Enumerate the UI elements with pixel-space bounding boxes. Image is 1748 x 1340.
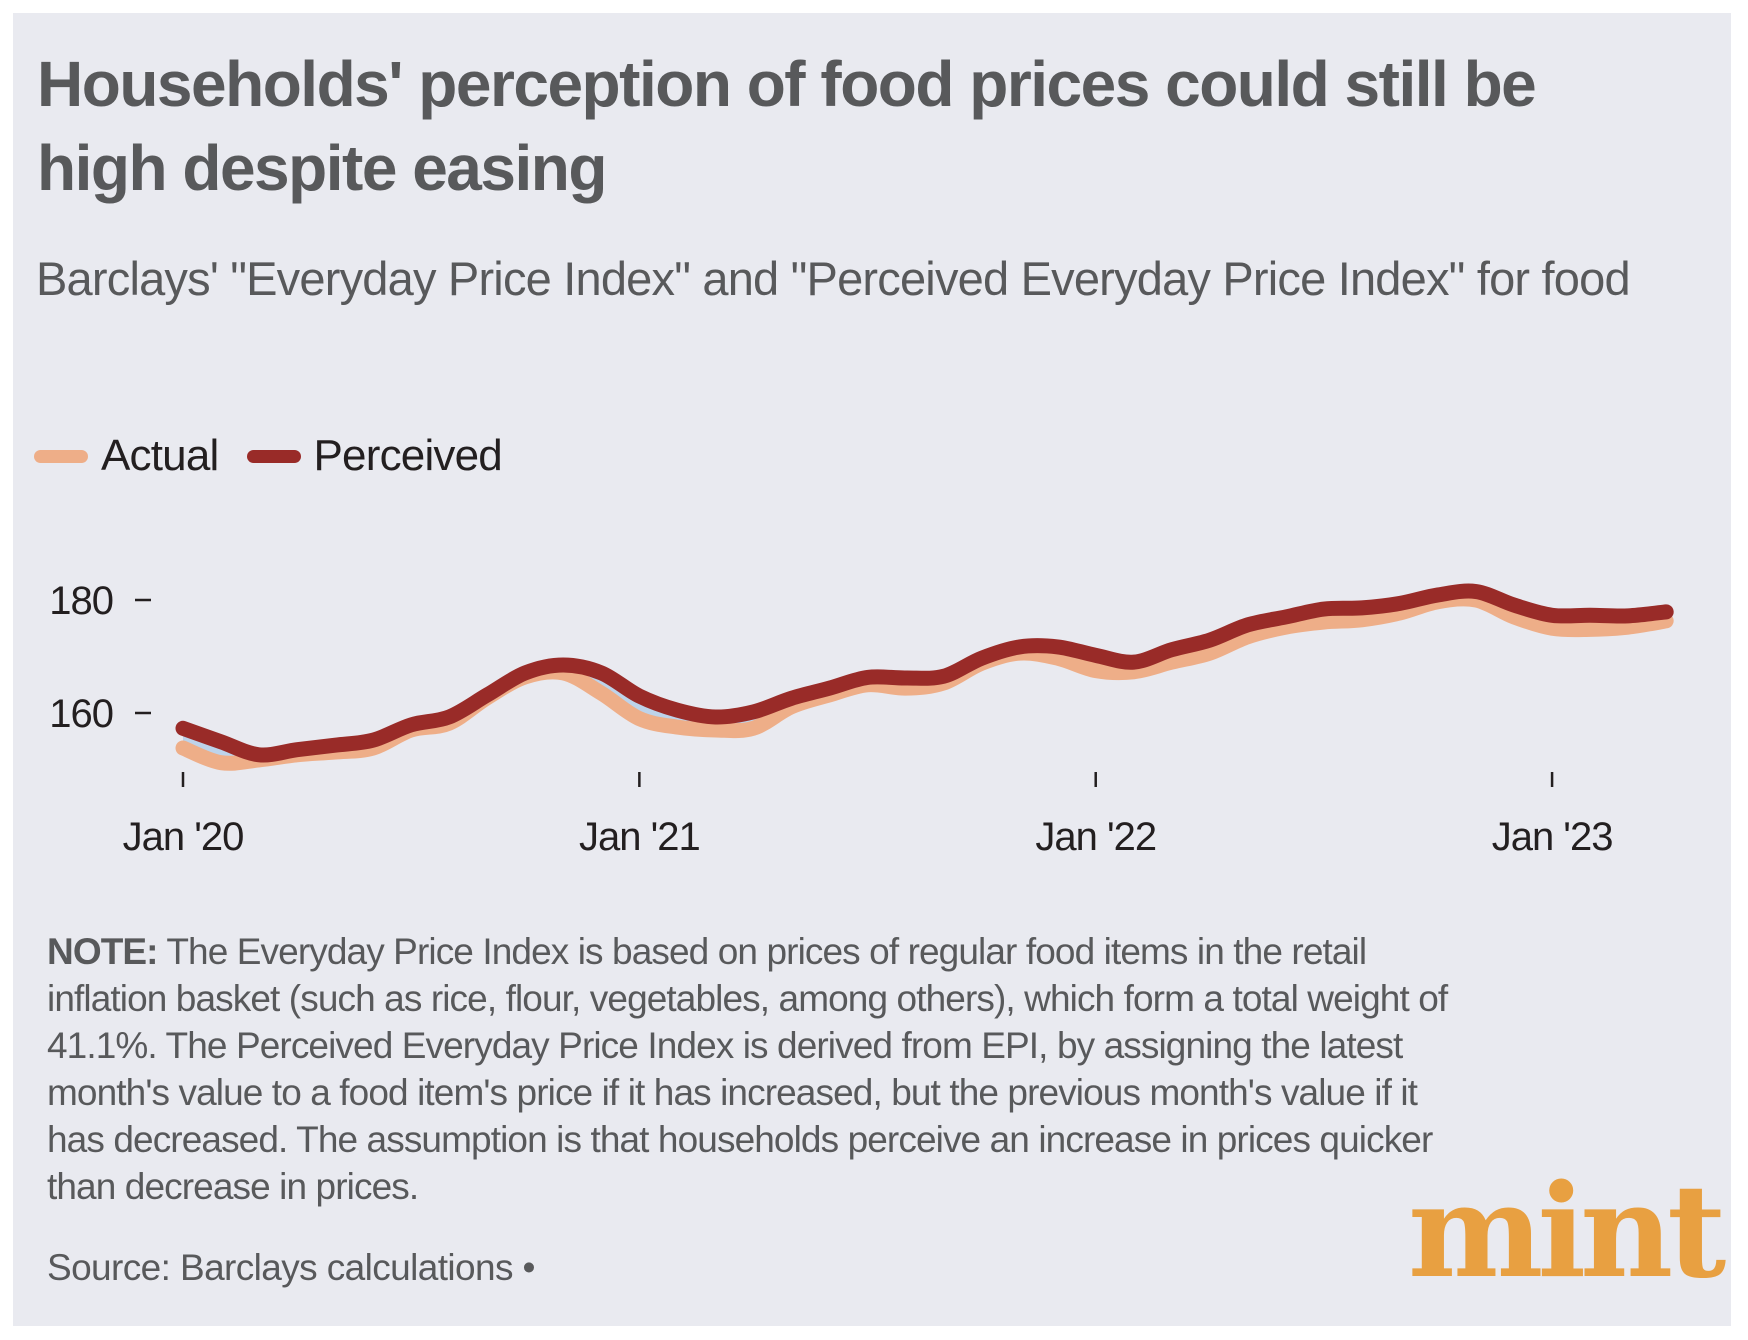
x-tick-label: Jan '23 bbox=[1492, 815, 1613, 859]
series-line-perceived bbox=[175, 583, 1674, 763]
legend-label-perceived: Perceived bbox=[313, 431, 503, 480]
x-tick-label: Jan '20 bbox=[123, 815, 244, 859]
legend: Actual Perceived bbox=[34, 428, 530, 484]
legend-item-actual: Actual bbox=[34, 431, 219, 481]
chart-subtitle: Barclays' "Everyday Price Index" and "Pe… bbox=[36, 252, 1631, 305]
source-credit: Source: Barclays calculations • bbox=[47, 1247, 536, 1288]
chart-panel bbox=[13, 13, 1731, 1326]
legend-swatch-actual bbox=[34, 449, 88, 463]
note-text: The Everyday Price Index is based on pri… bbox=[47, 931, 1448, 1207]
y-axis: 160 180 bbox=[49, 579, 151, 736]
y-tick-label: 160 bbox=[49, 692, 113, 736]
chart-title: Households' perception of food prices co… bbox=[37, 48, 1537, 204]
series-layer bbox=[175, 583, 1674, 771]
line-chart: 160 180 Jan '20 Jan '21 Jan '22 Jan '23 bbox=[49, 579, 1674, 859]
x-tick-label: Jan '22 bbox=[1035, 815, 1156, 859]
legend-item-perceived: Perceived bbox=[246, 431, 503, 481]
legend-swatch-perceived bbox=[246, 449, 301, 463]
y-tick-label: 180 bbox=[49, 579, 113, 623]
legend-label-actual: Actual bbox=[101, 431, 219, 480]
note-label: NOTE: bbox=[47, 931, 159, 972]
mint-logo: mint bbox=[1408, 1157, 1726, 1307]
x-tick-label: Jan '21 bbox=[579, 815, 700, 859]
x-axis: Jan '20 Jan '21 Jan '22 Jan '23 bbox=[123, 772, 1613, 859]
note: NOTE: The Everyday Price Index is based … bbox=[47, 928, 1467, 1210]
